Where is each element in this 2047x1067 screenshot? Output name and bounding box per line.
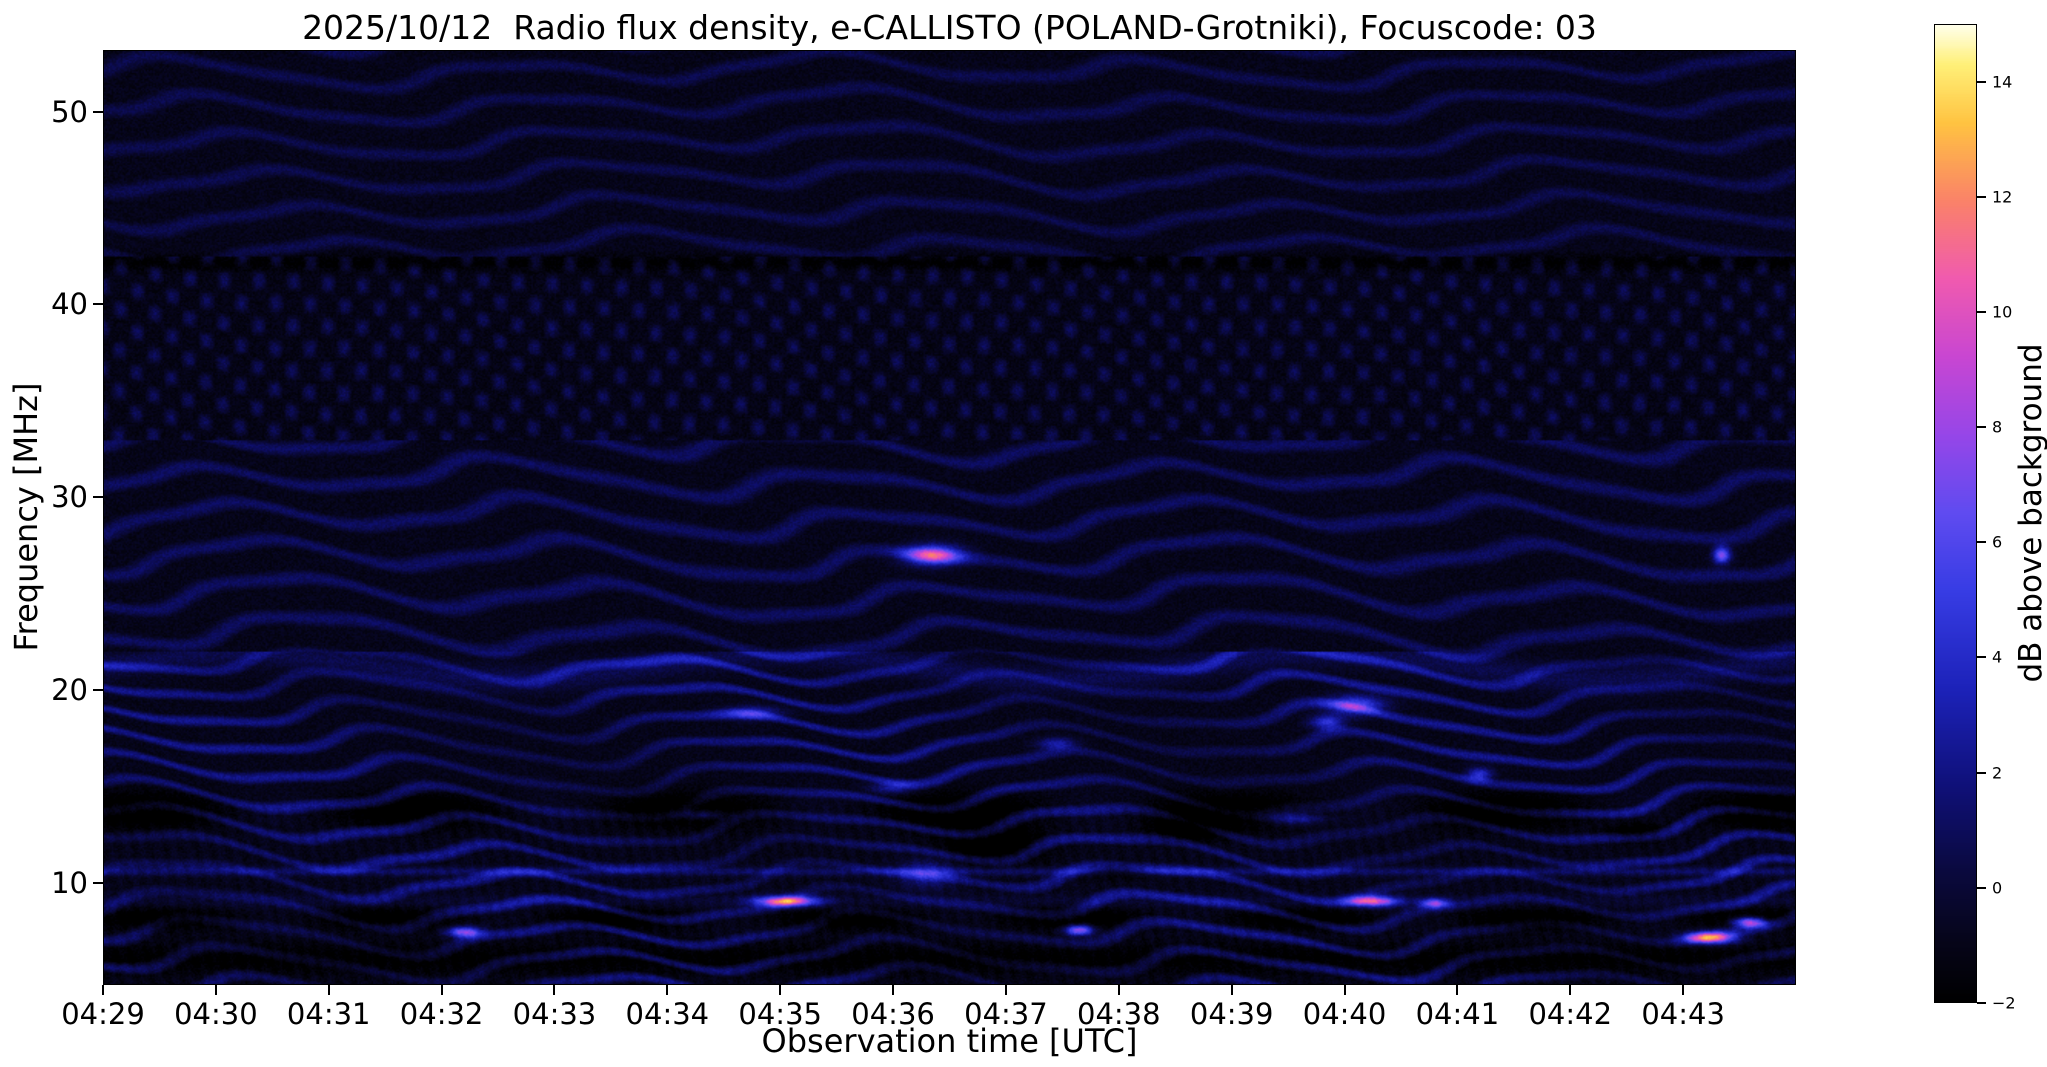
y-tick-label: 40 [51, 287, 88, 322]
x-tick-mark [1230, 985, 1233, 995]
y-tick-label: 30 [51, 480, 88, 515]
spectrogram-canvas [104, 51, 1795, 984]
x-tick-mark [214, 985, 217, 995]
colorbar-tick-mark [1977, 80, 1986, 83]
x-tick-label: 04:40 [1302, 997, 1387, 1031]
x-tick-label: 04:34 [625, 997, 710, 1031]
y-tick-mark [93, 496, 103, 499]
y-tick-mark [93, 303, 103, 306]
x-tick-mark [1117, 985, 1120, 995]
colorbar-tick-label: −2 [1992, 993, 2016, 1013]
colorbar-tick-label: 8 [1992, 417, 2003, 437]
x-tick-mark [1569, 985, 1572, 995]
colorbar-tick-mark [1977, 771, 1986, 774]
chart-title: 2025/10/12 Radio flux density, e-CALLIST… [302, 8, 1597, 47]
y-tick-mark [93, 881, 103, 884]
x-tick-label: 04:38 [1077, 997, 1161, 1031]
colorbar-tick-mark [1977, 426, 1986, 429]
x-tick-mark [1456, 985, 1459, 995]
colorbar-tick-label: 12 [1992, 187, 2013, 207]
x-axis-label: Observation time [UTC] [761, 1022, 1138, 1060]
colorbar-tick-mark [1977, 195, 1986, 198]
colorbar-tick-label: 6 [1992, 532, 2003, 552]
y-tick-label: 10 [51, 865, 88, 900]
colorbar-tick-label: 14 [1992, 72, 2013, 92]
x-tick-mark [779, 985, 782, 995]
colorbar-tick-mark [1977, 310, 1986, 313]
colorbar-tick-label: 10 [1992, 302, 2013, 322]
x-tick-label: 04:41 [1415, 997, 1500, 1031]
colorbar-tick-label: 2 [1992, 763, 2003, 783]
x-tick-label: 04:30 [174, 997, 258, 1031]
colorbar-tick-mark [1977, 656, 1986, 659]
colorbar-label: dB above background [2013, 343, 2047, 683]
y-tick-label: 50 [51, 94, 88, 129]
colorbar-canvas [1935, 25, 1976, 1002]
x-tick-mark [666, 985, 669, 995]
y-tick-mark [93, 110, 103, 113]
colorbar [1934, 24, 1977, 1003]
colorbar-tick-mark [1977, 1002, 1986, 1004]
colorbar-tick-label: 4 [1992, 647, 2003, 667]
x-tick-mark [1343, 985, 1346, 995]
x-tick-mark [327, 985, 330, 995]
x-tick-label: 04:31 [286, 997, 371, 1031]
x-tick-mark [1004, 985, 1007, 995]
x-tick-mark [892, 985, 895, 995]
y-axis-label: Frequency [MHz] [7, 382, 45, 652]
x-tick-label: 04:39 [1189, 997, 1274, 1031]
x-tick-label: 04:32 [399, 997, 484, 1031]
x-tick-label: 04:35 [738, 997, 822, 1031]
colorbar-tick-mark [1977, 541, 1986, 544]
x-tick-label: 04:42 [1528, 997, 1613, 1031]
x-tick-label: 04:43 [1641, 997, 1725, 1031]
plot-area [103, 50, 1796, 985]
x-tick-mark [102, 985, 104, 995]
y-tick-mark [93, 689, 103, 692]
x-tick-label: 04:33 [512, 997, 597, 1031]
x-tick-label: 04:36 [851, 997, 935, 1031]
x-tick-mark [440, 985, 443, 995]
x-tick-label: 04:37 [964, 997, 1048, 1031]
x-tick-mark [1682, 985, 1685, 995]
colorbar-tick-label: 0 [1992, 878, 2003, 898]
y-tick-label: 20 [51, 673, 88, 708]
x-tick-label: 04:29 [61, 997, 145, 1031]
colorbar-tick-mark [1977, 886, 1986, 889]
x-tick-mark [553, 985, 556, 995]
